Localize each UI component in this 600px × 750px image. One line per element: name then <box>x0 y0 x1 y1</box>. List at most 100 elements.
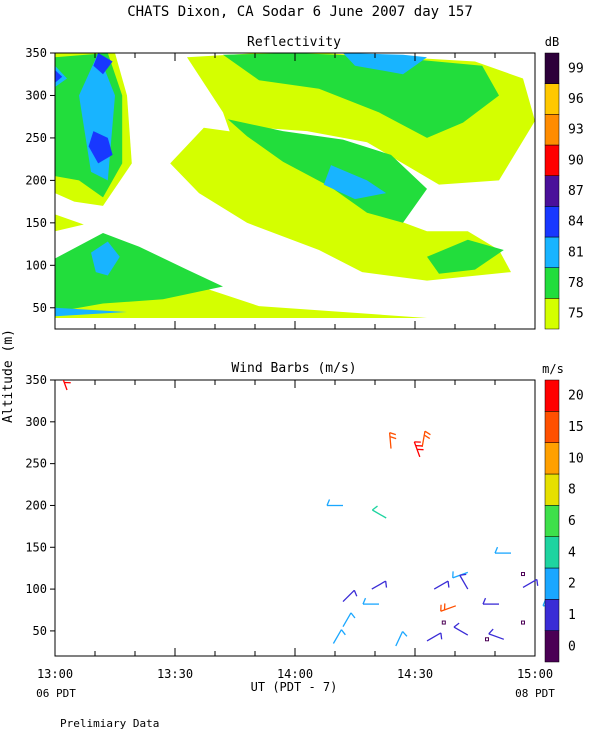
colorbar-label: 75 <box>568 307 584 322</box>
colorbar-swatch-84 <box>544 206 560 238</box>
colorbar-swatch-0 <box>544 630 560 663</box>
contour-78db <box>227 119 427 223</box>
wind-barb <box>459 573 469 590</box>
wind-y-axis: 50 100 150 200 250 300 350 <box>25 373 55 638</box>
wind-colorbar-unit: m/s <box>542 362 564 376</box>
contour-78db <box>223 53 499 138</box>
start-local-time: 06 PDT <box>36 687 76 700</box>
calm-wind-marker <box>521 620 525 625</box>
y-tick-label: 100 <box>25 258 47 272</box>
wind-barb <box>453 622 469 636</box>
y-tick-label: 100 <box>25 582 47 596</box>
contour-81db <box>91 241 120 276</box>
wind-frame <box>54 379 536 657</box>
reflectivity-x-ticks <box>54 53 536 329</box>
wind-barb <box>332 629 346 644</box>
colorbar-label: 87 <box>568 184 584 199</box>
footer-note: Prelimiary Data <box>60 717 159 730</box>
wind-barb <box>421 430 431 448</box>
x-tick-label: 15:00 <box>517 667 553 681</box>
colorbar-label: 81 <box>568 245 584 260</box>
wind-barb <box>426 632 443 642</box>
wind-barbs <box>60 380 559 647</box>
x-axis-label: UT (PDT - 7) <box>251 680 338 694</box>
colorbar-label: 84 <box>568 215 584 230</box>
wind-barb <box>522 578 539 588</box>
colorbar-swatch-93 <box>544 114 560 146</box>
colorbar-label: 4 <box>568 545 576 560</box>
colorbar-swatch-90 <box>544 144 560 176</box>
contour-75db <box>170 127 511 281</box>
colorbar-label: 90 <box>568 153 584 168</box>
contour-84db <box>88 131 113 164</box>
end-local-time: 08 PDT <box>515 687 555 700</box>
y-tick-label: 50 <box>33 301 47 315</box>
wind-barb <box>342 589 358 603</box>
colorbar-swatch-20 <box>544 379 560 412</box>
contour-81db <box>55 307 127 317</box>
y-tick-label: 200 <box>25 498 47 512</box>
colorbar-swatch-2 <box>544 567 560 600</box>
colorbar-label: 6 <box>568 514 576 529</box>
y-tick-label: 200 <box>25 173 47 187</box>
wind-barb <box>371 580 388 590</box>
reflectivity-contours <box>55 53 535 318</box>
wind-barb <box>395 631 408 647</box>
figure-title: CHATS Dixon, CA Sodar 6 June 2007 day 15… <box>127 4 473 20</box>
colorbar-label: 15 <box>568 420 584 435</box>
colorbar-label: 96 <box>568 92 584 107</box>
colorbar-swatch-1 <box>544 599 560 631</box>
wind-barb <box>433 580 450 590</box>
wind-barb <box>362 597 379 605</box>
colorbar-label: 78 <box>568 276 584 291</box>
colorbar-swatch-81 <box>544 236 560 268</box>
colorbar-label: 2 <box>568 577 576 592</box>
y-axis-label: Altitude (m) <box>1 329 16 423</box>
reflectivity-y-axis: 50 100 150 200 250 300 350 <box>25 46 55 315</box>
colorbar-swatch-15 <box>544 411 560 443</box>
colorbar-label: 1 <box>568 608 576 623</box>
wind-barb <box>371 505 387 519</box>
x-tick-label: 14:00 <box>277 667 313 681</box>
reflectivity-colorbar: 75 78 81 84 87 90 93 96 99 <box>544 52 584 330</box>
y-tick-label: 300 <box>25 415 47 429</box>
colorbar-swatch-10 <box>544 442 560 475</box>
contour-78db <box>427 239 504 274</box>
wind-barb <box>440 603 457 612</box>
wind-barb <box>494 546 511 554</box>
wind-barb <box>482 597 499 605</box>
wind-title: Wind Barbs (m/s) <box>231 361 356 376</box>
wind-barb <box>388 432 397 449</box>
calm-wind-marker <box>521 572 525 577</box>
y-tick-label: 150 <box>25 540 47 554</box>
colorbar-label: 10 <box>568 451 584 466</box>
colorbar-swatch-87 <box>544 175 560 207</box>
wind-barb <box>413 441 424 458</box>
x-tick-label: 13:30 <box>157 667 193 681</box>
reflectivity-title: Reflectivity <box>247 35 341 50</box>
y-tick-label: 150 <box>25 216 47 230</box>
colorbar-label: 0 <box>568 639 576 654</box>
y-tick-label: 300 <box>25 88 47 102</box>
y-tick-label: 350 <box>25 373 47 387</box>
colorbar-swatch-75 <box>544 298 560 330</box>
colorbar-swatch-78 <box>544 267 560 299</box>
calm-wind-marker <box>441 620 446 625</box>
contour-81db <box>323 165 387 200</box>
contour-81db <box>343 53 427 75</box>
y-tick-label: 250 <box>25 131 47 145</box>
contour-84db <box>93 53 113 75</box>
reflectivity-colorbar-unit: dB <box>545 35 559 49</box>
y-tick-label: 250 <box>25 457 47 471</box>
colorbar-swatch-96 <box>544 83 560 115</box>
wind-colorbar: 0 1 2 4 6 8 10 15 20 <box>544 379 584 663</box>
contour-75db <box>55 214 84 232</box>
wind-barb <box>342 612 356 628</box>
colorbar-swatch-99 <box>544 52 560 84</box>
calm-wind-marker <box>485 637 489 642</box>
y-tick-label: 50 <box>33 624 47 638</box>
colorbar-label: 93 <box>568 123 584 138</box>
